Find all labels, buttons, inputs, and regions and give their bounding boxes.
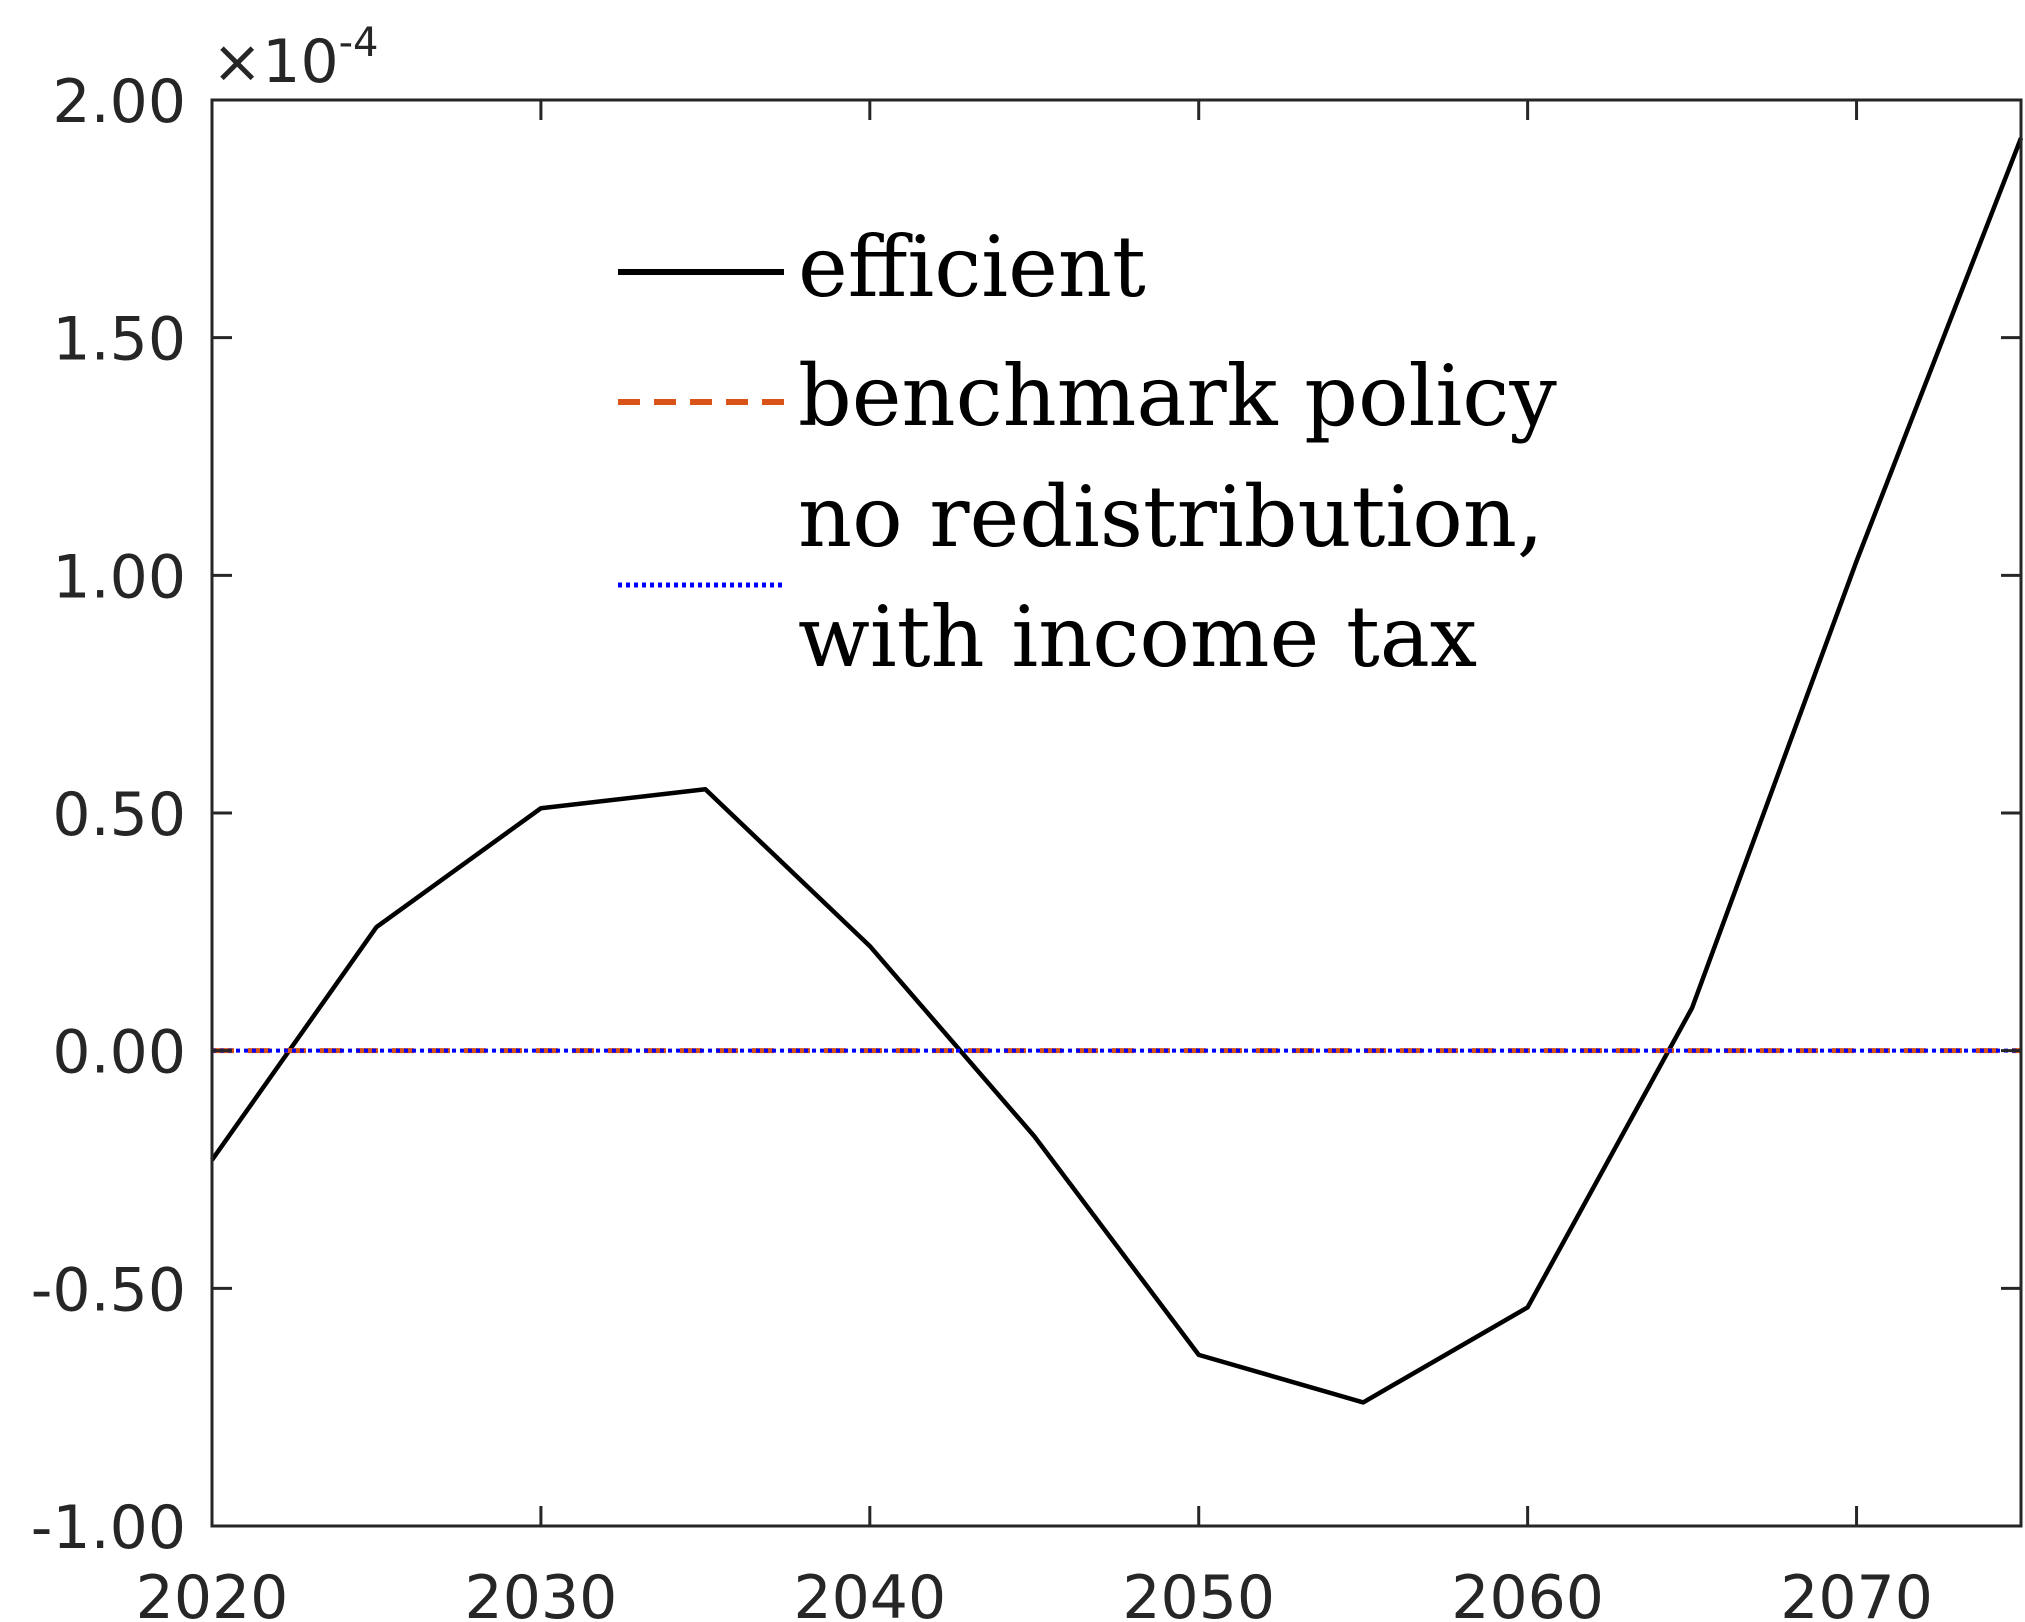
y-tick-label-2-00: 2.00 [52, 67, 186, 137]
legend-label-no-redistribution-line2: with income tax [798, 588, 1477, 686]
y-tick-label-1-00: -1.00 [31, 1493, 186, 1563]
ticks-layer [210, 98, 2021, 1528]
series-layer [210, 137, 2024, 1405]
y-multiplier: ×10-4 [212, 20, 379, 97]
y-tick-label-0-00: 0.00 [52, 1018, 186, 1088]
y-multiplier-exponent: -4 [339, 20, 379, 66]
x-tick-labels: 2020 2030 2040 2050 2060 2070 [136, 1563, 1933, 1622]
x-tick-label-2050: 2050 [1122, 1563, 1275, 1622]
legend-label-efficient: efficient [798, 218, 1146, 316]
legend-label-benchmark-policy: benchmark policy [798, 347, 1557, 445]
legend-label-no-redistribution-line1: no redistribution, [798, 468, 1544, 566]
x-tick-label-2020: 2020 [136, 1563, 289, 1622]
y-tick-label-0-50: 0.50 [52, 780, 186, 850]
x-tick-label-2060: 2060 [1451, 1563, 1604, 1622]
x-tick-label-2040: 2040 [793, 1563, 946, 1622]
y-tick-label-0-50: -0.50 [31, 1255, 186, 1325]
x-tick-label-2030: 2030 [465, 1563, 618, 1622]
y-tick-labels: -1.00 -0.50 0.00 0.50 1.00 1.50 2.00 [31, 67, 186, 1563]
y-tick-label-1-50: 1.50 [52, 305, 186, 375]
series-line-efficient [210, 137, 2024, 1405]
y-tick-label-1-00: 1.00 [52, 542, 186, 612]
x-tick-label-2070: 2070 [1780, 1563, 1933, 1622]
legend: efficient benchmark policy no redistribu… [618, 218, 1557, 686]
y-multiplier-base: ×10 [212, 27, 339, 97]
